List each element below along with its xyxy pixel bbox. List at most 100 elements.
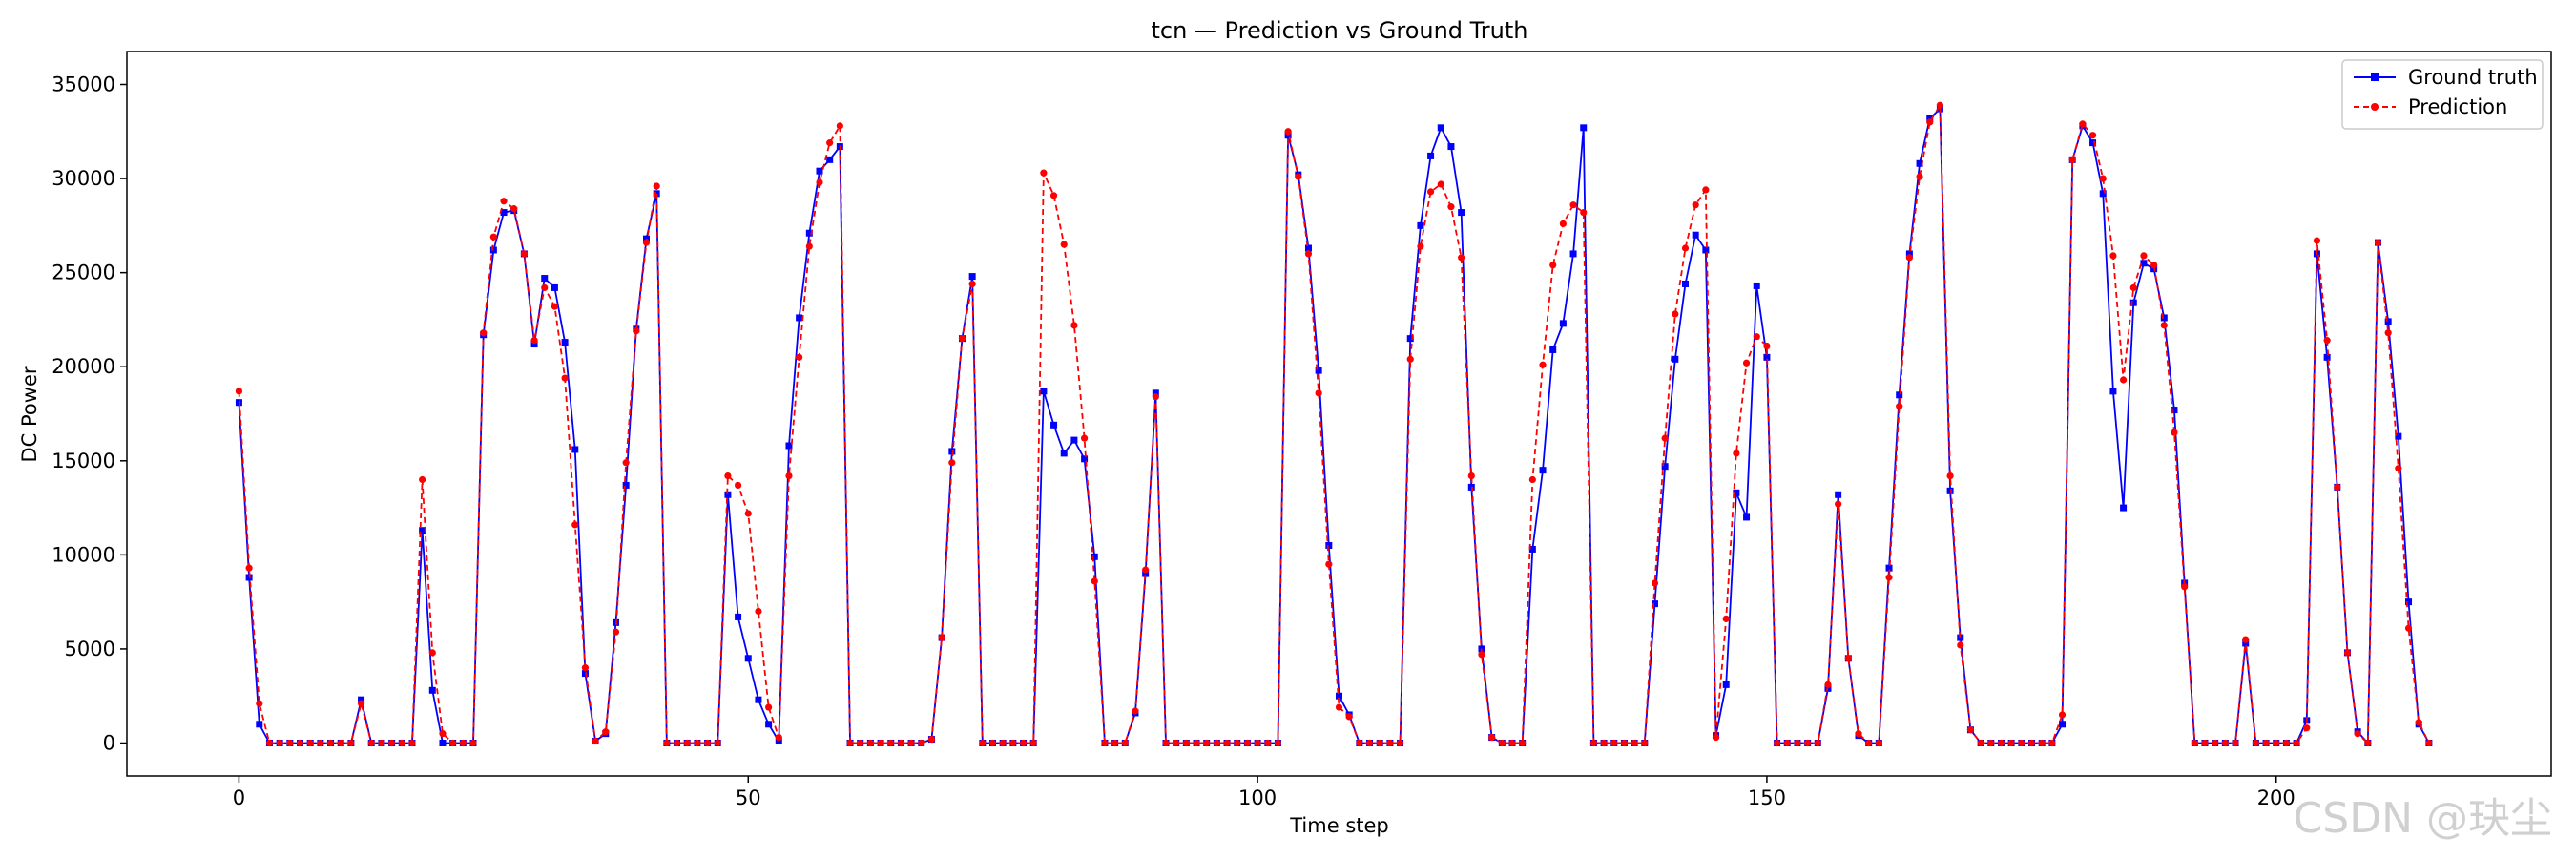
point-ground-truth-2 xyxy=(256,721,263,728)
point-ground-truth-33 xyxy=(571,446,579,453)
point-prediction-43 xyxy=(673,739,681,747)
point-ground-truth-139 xyxy=(1651,600,1658,608)
series-prediction xyxy=(235,101,2433,747)
point-prediction-197 xyxy=(2242,636,2250,643)
point-ground-truth-147 xyxy=(1733,489,1740,496)
point-prediction-1 xyxy=(245,564,253,572)
point-prediction-164 xyxy=(1905,254,1913,262)
y-tick-label-0: 0 xyxy=(103,732,115,755)
point-prediction-66 xyxy=(907,739,915,747)
point-prediction-106 xyxy=(1315,389,1322,397)
point-ground-truth-116 xyxy=(1417,221,1424,229)
point-prediction-71 xyxy=(958,335,966,343)
point-prediction-200 xyxy=(2273,739,2280,747)
point-prediction-186 xyxy=(2129,283,2137,292)
point-prediction-0 xyxy=(235,388,243,395)
point-ground-truth-189 xyxy=(2160,314,2168,322)
point-ground-truth-72 xyxy=(968,273,976,281)
point-ground-truth-149 xyxy=(1753,282,1760,289)
point-ground-truth-54 xyxy=(785,442,793,450)
point-ground-truth-57 xyxy=(816,167,823,175)
point-prediction-64 xyxy=(887,739,895,747)
point-prediction-135 xyxy=(1610,739,1618,747)
point-prediction-150 xyxy=(1763,342,1771,350)
point-prediction-107 xyxy=(1325,560,1333,568)
point-prediction-153 xyxy=(1794,739,1801,747)
point-prediction-213 xyxy=(2404,624,2413,632)
point-prediction-207 xyxy=(2343,649,2352,657)
point-prediction-21 xyxy=(449,739,457,747)
point-prediction-69 xyxy=(938,634,945,641)
point-ground-truth-212 xyxy=(2395,432,2402,440)
point-prediction-90 xyxy=(1152,393,1159,401)
legend-prediction-marker xyxy=(2371,103,2379,111)
point-prediction-195 xyxy=(2221,739,2229,747)
point-prediction-98 xyxy=(1234,739,1241,747)
x-axis-label: Time step xyxy=(1289,814,1389,837)
point-prediction-182 xyxy=(2088,132,2097,139)
x-tick-label-0: 0 xyxy=(233,786,245,809)
point-prediction-75 xyxy=(999,739,1007,747)
plot-area xyxy=(235,101,2433,747)
point-prediction-187 xyxy=(2140,252,2148,260)
point-ground-truth-168 xyxy=(1946,487,1954,494)
point-prediction-152 xyxy=(1783,739,1791,747)
point-ground-truth-25 xyxy=(489,246,497,254)
point-prediction-57 xyxy=(816,178,823,186)
point-ground-truth-19 xyxy=(428,686,436,694)
point-prediction-74 xyxy=(988,739,997,747)
point-prediction-68 xyxy=(927,735,936,744)
point-prediction-11 xyxy=(347,739,355,747)
point-ground-truth-142 xyxy=(1682,280,1689,287)
point-prediction-169 xyxy=(1957,641,1964,649)
point-prediction-113 xyxy=(1386,739,1394,747)
point-ground-truth-140 xyxy=(1661,463,1669,471)
point-prediction-15 xyxy=(387,739,396,747)
point-prediction-163 xyxy=(1896,403,1903,410)
point-prediction-147 xyxy=(1733,450,1740,457)
legend-ground-truth-label: Ground truth xyxy=(2408,66,2538,89)
point-prediction-52 xyxy=(765,703,773,711)
point-ground-truth-182 xyxy=(2089,139,2097,147)
point-prediction-91 xyxy=(1162,739,1170,747)
point-prediction-128 xyxy=(1539,361,1547,368)
point-ground-truth-150 xyxy=(1763,353,1771,361)
point-prediction-26 xyxy=(500,198,508,205)
point-prediction-112 xyxy=(1376,739,1383,747)
point-ground-truth-48 xyxy=(724,491,732,498)
point-ground-truth-32 xyxy=(561,339,569,346)
point-prediction-212 xyxy=(2395,465,2402,472)
point-prediction-38 xyxy=(622,459,630,467)
point-prediction-13 xyxy=(367,739,375,747)
point-prediction-177 xyxy=(2038,739,2046,747)
point-prediction-126 xyxy=(1519,739,1527,747)
point-prediction-142 xyxy=(1681,244,1690,252)
point-prediction-192 xyxy=(2191,739,2198,747)
point-ground-truth-26 xyxy=(500,209,508,217)
point-prediction-102 xyxy=(1274,739,1282,747)
point-prediction-167 xyxy=(1936,101,1944,109)
point-ground-truth-81 xyxy=(1060,450,1068,457)
point-prediction-214 xyxy=(2415,719,2422,726)
point-prediction-117 xyxy=(1426,188,1435,196)
point-prediction-205 xyxy=(2323,337,2331,345)
point-prediction-158 xyxy=(1844,655,1852,662)
point-ground-truth-143 xyxy=(1692,231,1699,239)
y-axis: 0 5000 10000 15000 20000 25000 30000 35000 xyxy=(52,73,127,755)
point-prediction-175 xyxy=(2018,739,2025,747)
point-prediction-9 xyxy=(326,739,335,747)
point-prediction-105 xyxy=(1304,250,1313,258)
point-ground-truth-130 xyxy=(1559,320,1567,327)
point-prediction-30 xyxy=(541,283,549,292)
point-prediction-104 xyxy=(1295,173,1302,180)
point-prediction-215 xyxy=(2425,739,2433,747)
point-prediction-191 xyxy=(2181,583,2189,591)
point-prediction-34 xyxy=(581,664,590,672)
point-ground-truth-107 xyxy=(1325,542,1333,549)
point-prediction-20 xyxy=(439,730,447,738)
point-ground-truth-51 xyxy=(755,696,762,703)
point-prediction-162 xyxy=(1885,574,1893,581)
point-ground-truth-84 xyxy=(1091,553,1098,560)
point-prediction-140 xyxy=(1661,434,1669,442)
